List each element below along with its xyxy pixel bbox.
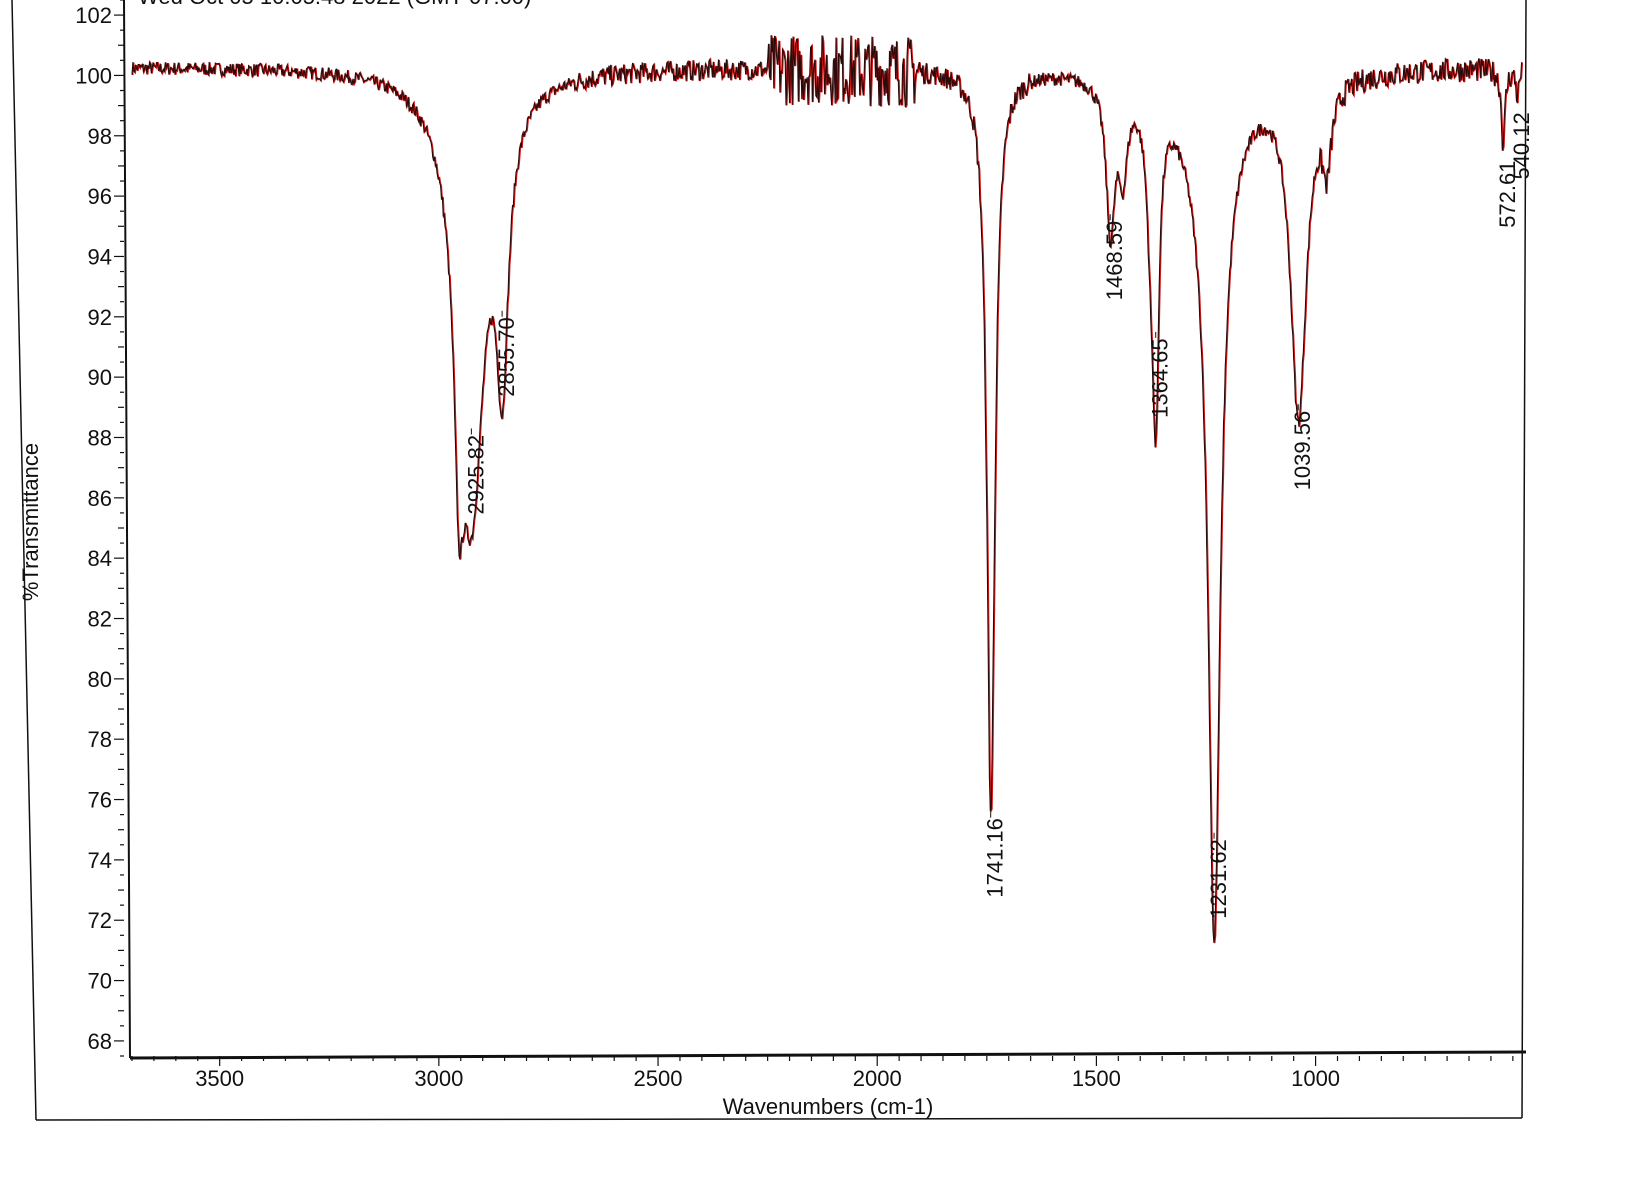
y-tick-label: 72	[88, 908, 112, 933]
timestamp-header: Wed Oct 05 10:05:48 2022 (GMT-07:00)	[138, 0, 531, 9]
x-axis-ticks: 3500 3000 2500 2000 1500 1000	[131, 1056, 1514, 1091]
y-tick-label: 90	[88, 365, 112, 390]
peak-label: 1039.56	[1290, 411, 1315, 491]
y-axis-ticks: 68 70 72 74 76 78 80 82 84 86 88 90 92 94 96 98 100 102	[75, 0, 124, 1057]
peak-label: 1231.62	[1206, 839, 1231, 919]
x-tick-label: 2000	[853, 1066, 902, 1091]
spectrum-trace-red	[131, 35, 1524, 944]
y-tick-label: 78	[88, 727, 112, 752]
y-tick-label: 98	[88, 124, 112, 149]
x-tick-label: 1000	[1291, 1066, 1340, 1091]
y-tick-label: 86	[88, 486, 112, 511]
y-tick-label: 92	[88, 305, 112, 330]
y-tick-label: 74	[88, 848, 112, 873]
x-tick-label: 1500	[1072, 1066, 1121, 1091]
page-frame-left	[11, 0, 37, 1121]
page-frame-right	[1521, 0, 1527, 1119]
x-tick-label: 2500	[634, 1066, 683, 1091]
y-tick-label: 96	[88, 184, 112, 209]
y-tick-label: 88	[88, 425, 112, 450]
y-tick-label: 82	[88, 607, 112, 632]
y-tick-label: 76	[88, 788, 112, 813]
x-axis-line	[129, 1050, 1527, 1060]
peak-labels: 2925.82 2855.70 1741.16 1468.59 1364.65 1231.…	[463, 93, 1534, 919]
peak-label: 572.61	[1495, 161, 1520, 228]
y-axis-title: %Transmittance	[18, 443, 43, 601]
peak-label: 540.12	[1509, 112, 1534, 179]
peak-label: 1468.59	[1102, 221, 1127, 301]
x-axis-title: Wavenumbers (cm-1)	[723, 1094, 934, 1119]
spectrum-trace	[131, 35, 1523, 943]
y-tick-label: 70	[88, 969, 112, 994]
peak-label: 2855.70	[494, 317, 519, 397]
y-tick-label: 102	[75, 3, 112, 28]
x-tick-label: 3500	[195, 1066, 244, 1091]
y-tick-label: 94	[88, 244, 112, 269]
y-axis-line	[123, 0, 131, 1059]
peak-label: 1364.65	[1148, 338, 1173, 418]
y-tick-label: 68	[88, 1029, 112, 1054]
y-tick-label: 80	[88, 667, 112, 692]
x-tick-label: 3000	[414, 1066, 463, 1091]
y-tick-label: 84	[88, 546, 112, 571]
page-frame-bottom	[35, 1117, 1523, 1121]
peak-label: 2925.82	[463, 435, 488, 515]
peak-label: 1741.16	[983, 818, 1008, 898]
y-tick-label: 100	[75, 63, 112, 88]
